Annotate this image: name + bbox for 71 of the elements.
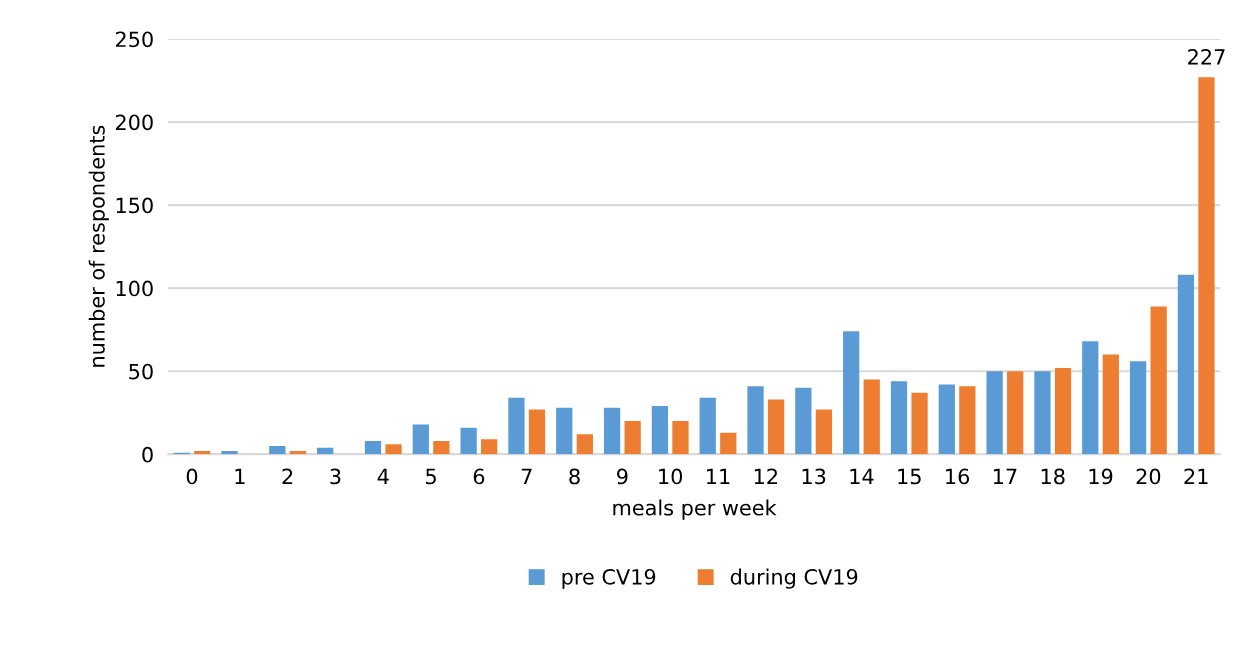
- bar: [672, 421, 689, 455]
- x-tick-label: 4: [377, 468, 389, 485]
- bar: [556, 407, 573, 455]
- x-tick-label: 7: [521, 468, 532, 485]
- y-tick-label: 200: [115, 114, 153, 131]
- bar: [1177, 274, 1195, 455]
- bar: [433, 441, 450, 455]
- x-tick-label: 11: [707, 468, 730, 485]
- x-tick-label: 17: [993, 468, 1017, 485]
- bar: [412, 424, 429, 455]
- bar: [651, 406, 669, 455]
- bar: [959, 386, 976, 455]
- bar: [815, 409, 833, 455]
- data-label: 227: [1188, 49, 1225, 65]
- x-tick-label: 12: [754, 468, 777, 485]
- bar: [460, 427, 477, 455]
- bar: [747, 386, 764, 455]
- bar: [364, 441, 382, 455]
- bar: [1054, 367, 1072, 455]
- legend-label: pre CV19: [562, 568, 656, 589]
- x-tick-label: 14: [850, 468, 874, 485]
- bar: [795, 387, 812, 455]
- bar: [481, 439, 498, 455]
- x-tick-label: 13: [802, 468, 826, 485]
- bar: [221, 450, 238, 455]
- y-tick-label: 0: [142, 446, 153, 463]
- bar: [603, 407, 621, 455]
- bar: [699, 397, 716, 455]
- bar: [1007, 371, 1024, 455]
- bar: [624, 421, 641, 455]
- x-tick-label: 6: [473, 468, 485, 485]
- bar: [1082, 341, 1099, 455]
- y-tick-label: 50: [129, 363, 153, 380]
- y-tick-label: 100: [116, 280, 153, 297]
- x-tick-label: 19: [1089, 468, 1113, 485]
- x-tick-label: 21: [1184, 468, 1208, 485]
- x-tick-label: 3: [330, 468, 341, 485]
- bar: [269, 445, 286, 455]
- bar: [863, 379, 880, 455]
- bar: [1034, 371, 1051, 455]
- x-tick-label: 16: [946, 468, 970, 485]
- x-tick-label: 8: [569, 468, 580, 485]
- bar: [720, 432, 737, 455]
- y-axis-title: number of respondents: [88, 125, 109, 367]
- x-tick-label: 9: [617, 468, 628, 485]
- bar: [385, 444, 402, 455]
- bar: [986, 371, 1003, 455]
- legend-label: during CV19: [730, 568, 858, 589]
- bar: [843, 331, 860, 455]
- x-tick-label: 1: [235, 468, 245, 485]
- bar: [1198, 77, 1215, 455]
- bar: [1150, 306, 1167, 455]
- bar: [508, 397, 525, 455]
- x-tick-label: 20: [1136, 468, 1161, 485]
- y-tick-label: 150: [116, 197, 153, 214]
- x-tick-label: 5: [426, 468, 436, 485]
- bar: [890, 381, 908, 455]
- bar: [938, 384, 955, 455]
- x-axis-title: meals per week: [613, 499, 777, 520]
- bar: [911, 392, 928, 455]
- bar: [1129, 361, 1147, 455]
- bar: [1102, 354, 1119, 455]
- x-tick-label: 2: [282, 468, 293, 485]
- y-tick-label: 250: [115, 31, 153, 48]
- x-tick-label: 18: [1041, 468, 1065, 485]
- x-tick-label: 0: [186, 468, 198, 485]
- x-tick-label: 15: [898, 468, 921, 485]
- bar: [528, 409, 546, 455]
- bar: [576, 434, 593, 455]
- bar: [767, 399, 785, 455]
- x-tick-label: 10: [659, 468, 683, 485]
